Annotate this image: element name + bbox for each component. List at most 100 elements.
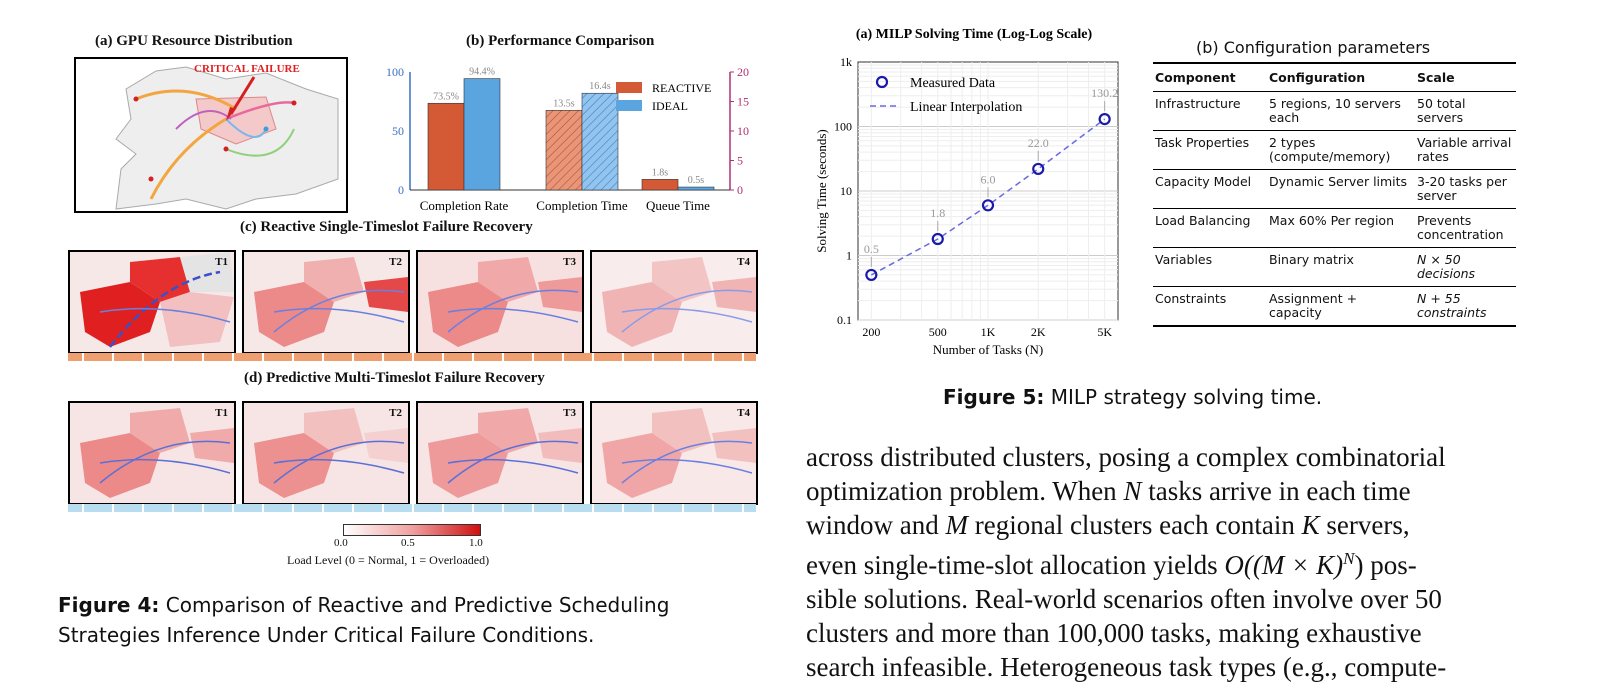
config-table: Component Configuration Scale Infrastruc… bbox=[1153, 62, 1516, 327]
point-value-label: 1.8 bbox=[930, 206, 945, 220]
table-cell: 3-20 tasks per server bbox=[1415, 169, 1516, 209]
body-line: search infeasible. Heterogeneous task ty… bbox=[806, 652, 1447, 682]
y-tick-label: 0.1 bbox=[837, 313, 852, 327]
measured-point bbox=[1098, 113, 1111, 126]
x-tick-label: 5K bbox=[1097, 325, 1112, 339]
milp-solving-time-chart: (a) MILP Solving Time (Log-Log Scale) 0.1… bbox=[814, 27, 1119, 357]
body-line: even single-time-slot allocation yields … bbox=[806, 549, 1417, 580]
interpolation-line bbox=[870, 118, 1106, 276]
gpu-resource-map: CRITICAL FAILURE bbox=[74, 57, 348, 213]
y-tick-label: 1k bbox=[840, 55, 852, 69]
table-cell: Dynamic Server limits bbox=[1267, 169, 1415, 209]
body-line: window and M regional clusters each cont… bbox=[806, 510, 1410, 540]
body-line: clusters and more than 100,000 tasks, ma… bbox=[806, 618, 1422, 648]
point-value-label: 22.0 bbox=[1028, 136, 1049, 150]
bar-value-label: 1.8s bbox=[652, 167, 669, 178]
measured-point bbox=[981, 199, 995, 212]
legend-label: REACTIVE bbox=[652, 81, 711, 95]
table-cell: Prevents concentration bbox=[1415, 208, 1516, 248]
left-tick-label: 50 bbox=[392, 124, 404, 138]
table-cell: Load Balancing bbox=[1153, 208, 1267, 248]
reactive-map-t3: T3 bbox=[416, 250, 584, 354]
load-colorbar bbox=[343, 524, 481, 536]
table-cell: 5 regions, 10 servers each bbox=[1267, 91, 1415, 131]
body-line: across distributed clusters, posing a co… bbox=[806, 442, 1446, 472]
table-cell: N × 50 decisions bbox=[1415, 247, 1516, 287]
table-cell: Task Properties bbox=[1153, 130, 1267, 170]
predictive-map-t4: T4 bbox=[590, 401, 758, 505]
right-tick-label: 20 bbox=[737, 65, 749, 79]
panel-b-title: (b) Performance Comparison bbox=[466, 33, 655, 49]
table-row: Load Balancing Max 60% Per region Prevents… bbox=[1153, 208, 1516, 248]
table-header: Component bbox=[1153, 62, 1267, 92]
bar-ideal bbox=[463, 78, 501, 191]
y-axis-label: Solving Time (seconds) bbox=[814, 129, 829, 253]
point-value-label: 130.2 bbox=[1091, 86, 1118, 100]
y-tick-label: 10 bbox=[840, 184, 852, 198]
table-cell: Infrastructure bbox=[1153, 91, 1267, 131]
table-header-row: Component Configuration Scale bbox=[1153, 62, 1516, 92]
bar-reactive bbox=[427, 102, 465, 191]
measured-point bbox=[1032, 162, 1045, 176]
table-header: Scale bbox=[1415, 62, 1516, 92]
figure5-caption: Figure 5: MILP strategy solving time. bbox=[943, 382, 1322, 412]
predictive-map-t3: T3 bbox=[416, 401, 584, 505]
table-cell: Max 60% Per region bbox=[1267, 208, 1415, 248]
x-tick-label: 2K bbox=[1031, 325, 1046, 339]
timeslot-label: T1 bbox=[215, 407, 228, 419]
panel-a-title: (a) GPU Resource Distribution bbox=[95, 33, 293, 49]
legend-swatch bbox=[616, 100, 642, 111]
table-row: Task Properties 2 types (compute/memory) V… bbox=[1153, 130, 1516, 170]
body-paragraph: across distributed clusters, posing a co… bbox=[806, 440, 1522, 684]
bar-reactive bbox=[545, 110, 583, 191]
critical-failure-label: CRITICAL FAILURE bbox=[194, 63, 300, 75]
table-row: Capacity Model Dynamic Server limits 3-20 … bbox=[1153, 169, 1516, 209]
y-tick-label: 1 bbox=[846, 249, 852, 263]
predictive-maps-row: T1 T2 T3 T4 bbox=[68, 401, 758, 511]
table-row: Variables Binary matrix N × 50 decisions bbox=[1153, 247, 1516, 287]
timeslot-label: T4 bbox=[737, 407, 750, 419]
reactive-map-t1: T1 bbox=[68, 250, 236, 354]
table-cell: 2 types (compute/memory) bbox=[1267, 130, 1415, 170]
bar-reactive bbox=[641, 179, 679, 191]
x-tick-label: Completion Rate bbox=[420, 198, 509, 213]
reactive-timeline-bar bbox=[68, 353, 756, 361]
performance-bar-chart: 0 50 100 0 5 10 15 20 Completion Rate 73.5% 94.4% C… bbox=[386, 65, 749, 213]
x-tick-label: 500 bbox=[929, 325, 947, 339]
colorbar-tick-0: 0.0 bbox=[334, 537, 348, 549]
right-tick-label: 10 bbox=[737, 124, 749, 138]
point-value-label: 0.5 bbox=[864, 242, 879, 256]
predictive-timeline-bar bbox=[68, 504, 756, 512]
colorbar-tick-1: 0.5 bbox=[401, 537, 415, 549]
config-table-wrap: Component Configuration Scale Infrastruc… bbox=[1153, 62, 1516, 327]
complexity-formula: O((M × K) bbox=[1224, 550, 1344, 580]
table-row: Constraints Assignment + capacity N + 55 c… bbox=[1153, 286, 1516, 327]
timeslot-label: T3 bbox=[563, 407, 576, 419]
right-tick-label: 15 bbox=[737, 95, 749, 109]
reactive-map-t2: T2 bbox=[242, 250, 410, 354]
table-cell: Binary matrix bbox=[1267, 247, 1415, 287]
table-cell: Variables bbox=[1153, 247, 1267, 287]
legend-label: Linear Interpolation bbox=[910, 100, 1022, 115]
bar-value-label: 0.5s bbox=[688, 175, 705, 186]
europe-map bbox=[115, 66, 339, 210]
table-cell: 50 total servers bbox=[1415, 91, 1516, 131]
figure4-caption-text: Comparison of Reactive and Predictive Sc… bbox=[58, 593, 670, 647]
timeslot-label: T1 bbox=[215, 256, 228, 268]
timeslot-label: T4 bbox=[737, 256, 750, 268]
right-tick-label: 5 bbox=[737, 154, 743, 168]
predictive-map-t2: T2 bbox=[242, 401, 410, 505]
legend-label: Measured Data bbox=[910, 76, 996, 91]
predictive-map-t1: T1 bbox=[68, 401, 236, 505]
table-cell: Assignment + capacity bbox=[1267, 286, 1415, 327]
body-line: sible solutions. Real-world scenarios of… bbox=[806, 584, 1442, 614]
legend-swatch bbox=[616, 82, 642, 93]
bar-ideal bbox=[677, 186, 715, 191]
y-tick-label: 100 bbox=[834, 120, 852, 134]
x-tick-label: Queue Time bbox=[646, 198, 710, 213]
legend-label: IDEAL bbox=[652, 99, 688, 113]
panel-c-title: (c) Reactive Single-Timeslot Failure Rec… bbox=[240, 219, 533, 235]
x-tick-label: 200 bbox=[862, 325, 880, 339]
legend-marker bbox=[875, 75, 889, 89]
right-tick-label: 0 bbox=[737, 183, 743, 197]
